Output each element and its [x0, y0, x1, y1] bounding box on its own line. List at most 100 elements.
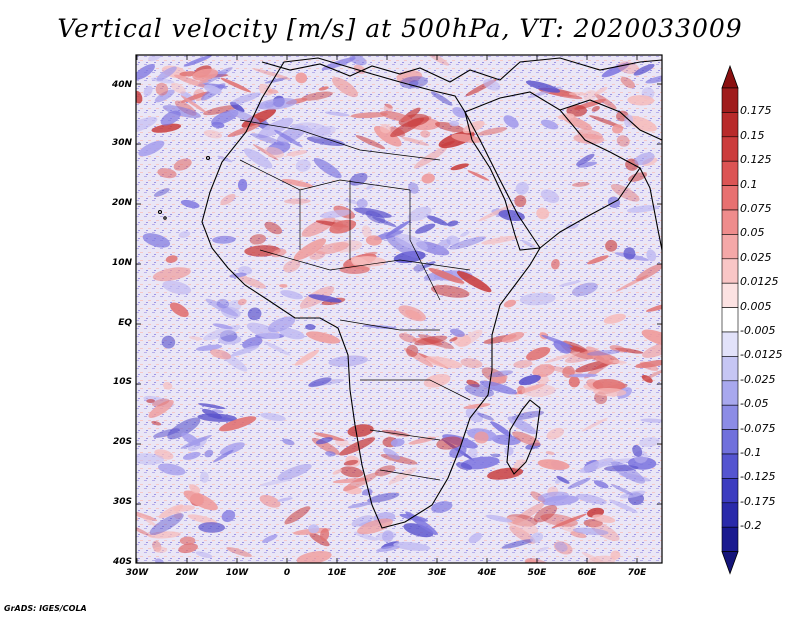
descent-cell — [306, 136, 346, 146]
ascent-cell — [219, 416, 257, 432]
descent-cell — [436, 239, 451, 252]
ascent-cell — [352, 256, 387, 267]
ascent-cell — [540, 513, 578, 527]
ascent-cell — [140, 515, 157, 527]
descent-cell — [610, 483, 634, 496]
descent-cell — [540, 189, 560, 203]
ascent-cell — [481, 235, 519, 245]
descent-cell — [162, 105, 201, 119]
descent-cell — [483, 78, 501, 91]
ascent-cell — [342, 472, 379, 492]
ascent-cell — [203, 129, 223, 139]
descent-cell — [230, 92, 261, 105]
ascent-cell — [462, 120, 485, 134]
ascent-cell — [380, 123, 391, 134]
grads-credit: GrADS: IGES/COLA — [4, 604, 87, 613]
ascent-cell — [591, 105, 600, 112]
colorbar-label: -0.025 — [740, 372, 776, 386]
ascent-cell — [583, 90, 597, 102]
descent-cell — [231, 345, 260, 357]
ascent-cell — [187, 514, 218, 525]
descent-cell — [485, 514, 513, 523]
descent-cell — [553, 340, 571, 354]
ascent-cell — [610, 183, 640, 202]
ascent-cell — [169, 302, 189, 318]
ascent-cell — [467, 170, 490, 181]
ascent-cell — [521, 384, 556, 397]
lon-label-20E: 20E — [377, 568, 397, 578]
descent-cell — [198, 522, 225, 533]
ascent-cell — [626, 115, 657, 132]
ascent-cell — [545, 90, 583, 100]
ascent-cell — [398, 305, 427, 322]
descent-cell — [136, 64, 155, 80]
descent-cell — [634, 152, 655, 166]
colorbar — [721, 64, 739, 575]
colorbar-label: 0.05 — [740, 226, 765, 240]
ascent-cell — [340, 466, 364, 478]
lon-label-10W: 10W — [225, 568, 249, 578]
ascent-cell — [583, 518, 603, 528]
ascent-cell — [478, 204, 514, 222]
ascent-cell — [249, 234, 267, 245]
ascent-cell — [306, 331, 341, 344]
descent-cell — [366, 184, 374, 190]
ascent-cell — [163, 381, 173, 390]
descent-cell — [576, 153, 595, 166]
descent-cell — [349, 55, 367, 66]
descent-cell — [540, 119, 559, 130]
descent-cell — [259, 478, 292, 487]
colorbar-segment — [721, 526, 739, 552]
descent-cell — [142, 233, 171, 248]
ascent-cell — [383, 103, 393, 113]
descent-cell — [313, 158, 342, 179]
ascent-cell — [271, 248, 287, 258]
colorbar-segment — [721, 331, 739, 357]
descent-cell — [178, 231, 191, 238]
ascent-cell — [237, 298, 247, 306]
descent-cell — [247, 307, 262, 321]
descent-cell — [182, 451, 201, 460]
descent-cell — [431, 501, 453, 513]
ascent-cell — [259, 494, 281, 508]
ascent-cell — [564, 350, 600, 363]
ascent-cell — [301, 91, 333, 101]
ascent-cell — [423, 373, 451, 388]
ascent-cell — [456, 270, 492, 293]
descent-cell — [390, 438, 405, 447]
descent-cell — [373, 230, 404, 241]
descent-cell — [408, 182, 419, 194]
ascent-cell — [296, 550, 332, 563]
ascent-cell — [281, 178, 314, 188]
africa-coastline — [201, 57, 542, 529]
descent-cell — [263, 341, 291, 356]
ascent-cell — [151, 123, 182, 133]
descent-cell — [136, 116, 158, 134]
ascent-cell — [420, 130, 431, 138]
ascent-cell — [451, 133, 482, 143]
ascent-cell — [477, 127, 508, 136]
ascent-cell — [430, 284, 470, 298]
descent-cell — [218, 335, 242, 345]
ascent-cell — [365, 235, 382, 246]
descent-cell — [626, 205, 659, 213]
ascent-cell — [620, 76, 636, 89]
ascent-cell — [546, 427, 565, 440]
ascent-cell — [406, 344, 419, 357]
coastline-lines — [157, 57, 662, 529]
colorbar-label: -0.075 — [740, 421, 776, 435]
colorbar-segment — [721, 502, 739, 528]
colorbar-segment — [721, 307, 739, 333]
ascent-cell — [239, 276, 266, 289]
ascent-cell — [267, 89, 279, 94]
descent-cell — [308, 294, 342, 303]
ascent-cell — [616, 135, 630, 147]
colorbar-segment — [721, 136, 739, 162]
ascent-cell — [252, 68, 292, 80]
descent-cell — [386, 235, 421, 259]
madagascar-coastline — [506, 399, 541, 475]
colorbar-label: 0.1 — [740, 177, 758, 191]
descent-cell — [295, 159, 311, 172]
colorbar-label: -0.2 — [740, 519, 762, 533]
